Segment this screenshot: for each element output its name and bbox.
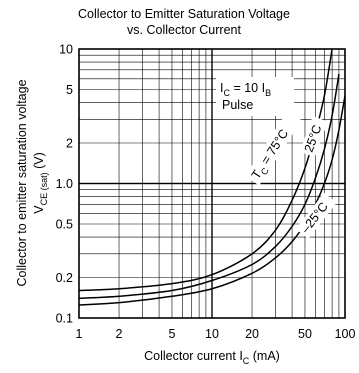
y-tick-label: 5 (66, 83, 73, 97)
series-line-0 (78, 48, 333, 292)
series-label-25: 25°C (299, 116, 328, 158)
series-label-75-text: TC = 75°C (249, 127, 294, 183)
x-tick-label: 2 (116, 327, 123, 341)
condition-annotation: IC = 10 IB Pulse (216, 77, 294, 116)
condition-line1: IC = 10 IB (220, 81, 271, 98)
x-tick-label: 10 (205, 327, 219, 341)
y-axis-label: Collector to emitter saturation voltage … (15, 79, 49, 286)
series-label-minus25: –25°C (295, 192, 337, 239)
y-tick-label: 0.2 (56, 271, 73, 285)
condition-box-bg (216, 77, 294, 116)
x-tick-label: 50 (298, 327, 312, 341)
x-tick-labels: 1 2 5 10 20 50 100 (76, 327, 356, 341)
plot-frame (78, 48, 346, 319)
chart-title-line1: Collector to Emitter Saturation Voltage (78, 7, 290, 21)
y-tick-label: 10 (59, 43, 73, 57)
chart-title-line2: vs. Collector Current (127, 23, 241, 37)
x-tick-label: 1 (76, 327, 83, 341)
series-line-2 (78, 95, 346, 306)
y-tick-labels: 10 5 2 1.0 0.5 0.2 0.1 (56, 43, 73, 326)
y-tick-label: 2 (66, 137, 73, 151)
series-label-75: TC = 75°C (244, 110, 302, 186)
y-axis-label-line2: VCE (sat) (V) (32, 152, 49, 214)
condition-line2: Pulse (222, 98, 253, 112)
x-tick-label: 20 (245, 327, 259, 341)
x-tick-label: 100 (335, 327, 356, 341)
grid (79, 49, 345, 318)
y-tick-label: 0.5 (56, 217, 73, 231)
series-label-minus25-bg (295, 192, 337, 239)
series-label-75-bg (244, 110, 302, 186)
series-label-25-bg (299, 116, 328, 158)
series-line-1 (78, 74, 340, 300)
y-axis-label-line1: Collector to emitter saturation voltage (15, 79, 29, 286)
x-tick-label: 5 (168, 327, 175, 341)
y-tick-label: 0.1 (56, 312, 73, 326)
x-axis-label: Collector current IC (mA) (144, 349, 280, 366)
y-tick-label: 1.0 (56, 177, 73, 191)
